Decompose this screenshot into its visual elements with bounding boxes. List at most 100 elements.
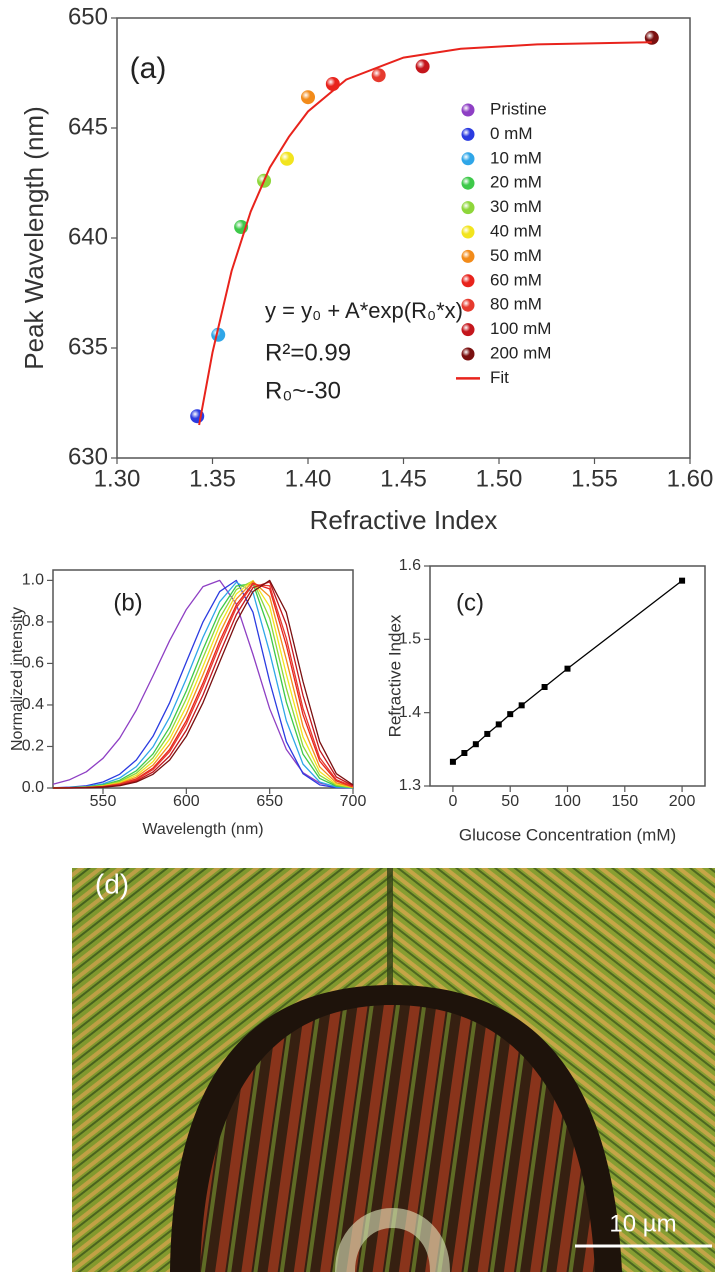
legend-marker	[461, 274, 475, 288]
plot-frame	[52, 569, 354, 789]
data-point	[507, 711, 514, 718]
y-tick-label: 635	[68, 333, 108, 360]
y-tick-label: 0.0	[22, 779, 44, 796]
rachis	[387, 868, 393, 1008]
y-tick-label: 645	[68, 113, 108, 140]
x-tick-label: 1.35	[189, 465, 236, 492]
data-point	[415, 59, 430, 74]
legend-label: 30 mM	[490, 197, 542, 216]
y-tick-label: 640	[68, 223, 108, 250]
x-tick-label: 1.55	[571, 465, 618, 492]
data-point	[301, 90, 315, 105]
legend-marker	[461, 201, 475, 215]
x-tick-label: 600	[173, 793, 200, 810]
x-tick-label: 150	[611, 793, 638, 810]
legend-label: 60 mM	[490, 270, 542, 289]
legend-label: 20 mM	[490, 173, 542, 192]
x-tick-label: 50	[501, 793, 519, 810]
x-tick-label: 1.45	[380, 465, 427, 492]
y-axis-label: Peak Wavelength (nm)	[19, 106, 49, 369]
x-tick-label: 1.30	[94, 465, 141, 492]
legend-marker	[461, 152, 475, 166]
y-tick-label: 1.3	[399, 777, 421, 794]
data-point	[449, 758, 456, 765]
y-tick-label: 1.6	[399, 557, 421, 574]
data-point	[679, 577, 686, 584]
legend-label: 10 mM	[490, 148, 542, 167]
x-tick-label: 1.50	[476, 465, 523, 492]
y-tick-label: 0.4	[22, 696, 44, 713]
data-point	[211, 327, 226, 342]
data-line	[452, 580, 683, 763]
data-point	[279, 151, 294, 166]
data-line	[52, 579, 354, 789]
x-tick-label: 1.60	[667, 465, 714, 492]
micrograph: 10 µm (d)	[72, 868, 715, 1272]
panel-label: (a)	[130, 52, 167, 85]
annotation: y = y₀ + A*exp(R₀*x)	[265, 298, 463, 323]
legend-label: Fit	[490, 368, 509, 387]
legend-marker	[461, 323, 475, 337]
legend-marker	[461, 249, 475, 263]
data-point	[325, 77, 340, 91]
data-line	[52, 581, 354, 789]
glow-arc	[335, 1208, 450, 1272]
legend-marker	[461, 103, 475, 117]
data-point	[541, 684, 548, 690]
legend-marker	[461, 127, 475, 141]
data-point	[484, 730, 491, 737]
annotation: R₀~-30	[265, 377, 341, 404]
x-tick-label: 650	[256, 793, 283, 810]
x-tick-label: 0	[448, 793, 457, 810]
data-point	[461, 750, 468, 756]
y-axis-label: Normalized intensity	[9, 607, 26, 751]
data-line	[53, 579, 354, 789]
red-barbules	[200, 1005, 595, 1272]
data-point	[371, 68, 386, 83]
y-tick-label: 1.4	[399, 704, 421, 721]
legend-label: Pristine	[490, 99, 547, 118]
legend-marker	[461, 347, 475, 361]
data-point	[495, 721, 502, 728]
data-line	[52, 580, 354, 789]
x-axis-label: Wavelength (nm)	[142, 821, 263, 838]
x-tick-label: 1.40	[285, 465, 332, 492]
panel-label: (d)	[95, 868, 129, 899]
x-axis-label: Glucose Concentration (mM)	[459, 825, 676, 844]
legend-label: 200 mM	[490, 343, 551, 362]
plot-frame	[116, 17, 691, 459]
x-tick-label: 700	[340, 793, 367, 810]
y-tick-label: 1.0	[22, 572, 44, 589]
y-tick-label: 0.8	[22, 613, 44, 630]
legend-label: 80 mM	[490, 295, 542, 314]
scale-bar-label: 10 µm	[609, 1210, 676, 1237]
y-tick-label: 0.2	[22, 738, 44, 755]
data-line	[52, 583, 354, 789]
y-tick-label: 1.5	[399, 631, 421, 648]
y-axis-label: Refractive Index	[385, 614, 404, 737]
legend-label: 100 mM	[490, 319, 551, 338]
legend-marker	[461, 176, 475, 190]
y-tick-label: 0.6	[22, 655, 44, 672]
data-point	[518, 702, 525, 709]
x-axis-label: Refractive Index	[310, 505, 498, 535]
fit-line	[198, 41, 652, 426]
legend-label: 50 mM	[490, 246, 542, 265]
data-point	[472, 741, 479, 748]
panel-label: (c)	[456, 589, 484, 616]
x-tick-label: 200	[669, 793, 696, 810]
legend-marker	[461, 225, 475, 239]
x-tick-label: 550	[90, 793, 117, 810]
data-point	[564, 665, 571, 672]
y-tick-label: 650	[68, 3, 108, 30]
y-tick-label: 630	[68, 443, 108, 470]
x-tick-label: 100	[554, 793, 581, 810]
legend-label: 40 mM	[490, 221, 542, 240]
annotation: R²=0.99	[265, 339, 351, 366]
legend-label: 0 mM	[490, 124, 533, 143]
legend-marker	[461, 298, 475, 312]
data-line	[53, 581, 354, 789]
panel-label: (b)	[113, 589, 142, 616]
